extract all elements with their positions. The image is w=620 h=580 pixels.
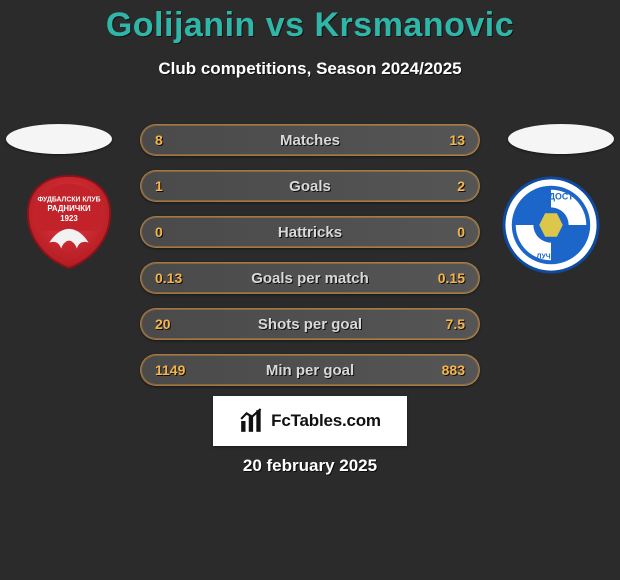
- stat-right-value: 883: [417, 362, 465, 378]
- chart-icon: [239, 408, 265, 434]
- left-crest-text: ФУДБАЛСКИ КЛУБ: [37, 196, 100, 203]
- stat-label: Goals per match: [203, 270, 417, 287]
- right-club-crest: МЛАДОСТ ЛУЧАНИ: [502, 176, 600, 274]
- right-crest-top: МЛАДОСТ: [529, 192, 574, 202]
- stat-left-value: 1149: [155, 362, 203, 378]
- brand-text: FcTables.com: [271, 411, 381, 431]
- stat-left-value: 8: [155, 132, 203, 148]
- stat-left-value: 0: [155, 224, 203, 240]
- stat-right-value: 13: [417, 132, 465, 148]
- stat-right-value: 7.5: [417, 316, 465, 332]
- left-club-crest: ФУДБАЛСКИ КЛУБ РАДНИЧКИ 1923: [20, 172, 118, 270]
- stat-label: Matches: [203, 132, 417, 149]
- right-crest-bottom: ЛУЧАНИ: [537, 253, 566, 260]
- left-crest-name: РАДНИЧКИ: [47, 204, 91, 213]
- stat-right-value: 2: [417, 178, 465, 194]
- stat-label: Hattricks: [203, 224, 417, 241]
- stat-label: Min per goal: [203, 362, 417, 379]
- stat-left-value: 0.13: [155, 270, 203, 286]
- stat-right-value: 0.15: [417, 270, 465, 286]
- stat-row-matches: 8 Matches 13: [140, 124, 480, 156]
- stat-row-goals-per-match: 0.13 Goals per match 0.15: [140, 262, 480, 294]
- stat-label: Goals: [203, 178, 417, 195]
- stat-label: Shots per goal: [203, 316, 417, 333]
- stat-row-goals: 1 Goals 2: [140, 170, 480, 202]
- stat-left-value: 20: [155, 316, 203, 332]
- date-text: 20 february 2025: [0, 456, 620, 476]
- stat-row-min-per-goal: 1149 Min per goal 883: [140, 354, 480, 386]
- brand-box: FcTables.com: [213, 396, 407, 446]
- page-title: Golijanin vs Krsmanovic: [0, 0, 620, 45]
- stat-right-value: 0: [417, 224, 465, 240]
- left-crest-year: 1923: [60, 214, 78, 223]
- stat-left-value: 1: [155, 178, 203, 194]
- stats-container: 8 Matches 13 1 Goals 2 0 Hattricks 0 0.1…: [140, 124, 480, 386]
- stat-row-shots-per-goal: 20 Shots per goal 7.5: [140, 308, 480, 340]
- season-subtitle: Club competitions, Season 2024/2025: [0, 59, 620, 79]
- stat-row-hattricks: 0 Hattricks 0: [140, 216, 480, 248]
- right-ellipse: [508, 124, 614, 154]
- left-ellipse: [6, 124, 112, 154]
